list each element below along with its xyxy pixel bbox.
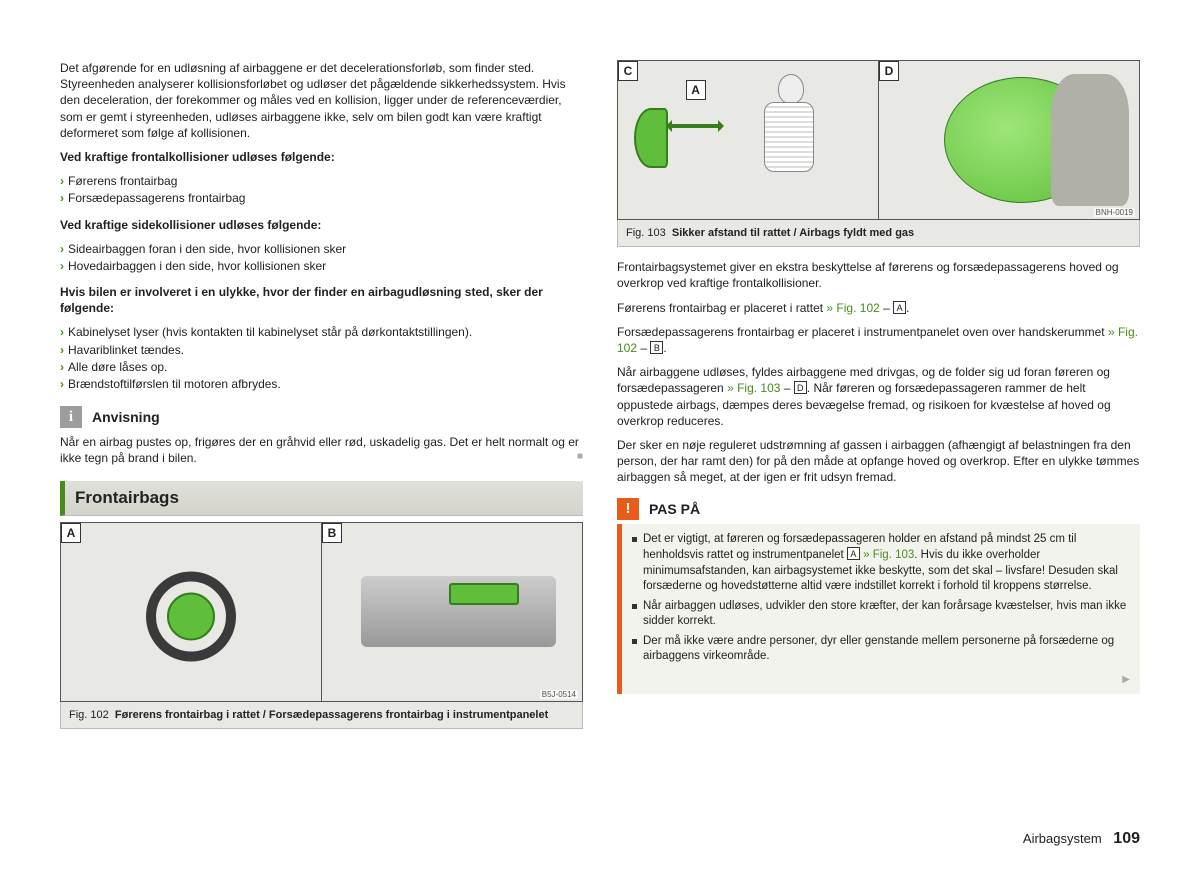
note-title: Anvisning (92, 409, 160, 425)
panel-label: C (618, 61, 638, 81)
panel-label: D (879, 61, 899, 81)
inline-ref-box: B (650, 341, 663, 354)
list-item: ›Havariblinket tændes. (60, 342, 583, 358)
bullet-icon (632, 604, 637, 609)
dimension-label: A (686, 80, 706, 100)
left-column: Det afgørende for en udløsning af airbag… (60, 60, 583, 729)
list-side: ›Sideairbaggen foran i den side, hvor ko… (60, 241, 583, 274)
section-end-icon: ■ (577, 450, 583, 464)
note-text: Når en airbag pustes op, frigøres der en… (60, 434, 583, 466)
figure-103: C A D BNH-0019 (617, 60, 1140, 220)
figure-102-panel-b: B B5J-0514 (322, 523, 582, 701)
chevron-icon: › (60, 241, 64, 257)
list-item: ›Førerens frontairbag (60, 173, 583, 189)
section-title: Frontairbags (60, 481, 583, 516)
note-header: i Anvisning (60, 406, 583, 428)
paragraph: Der sker en nøje reguleret udstrømning a… (617, 437, 1140, 486)
warning-title: PAS PÅ (649, 501, 700, 517)
warning-item: Det er vigtigt, at føreren og forsædepas… (632, 532, 1130, 595)
warning-header: ! PAS PÅ (617, 498, 1140, 520)
list-item: ›Kabinelyset lyser (hvis kontakten til k… (60, 324, 583, 340)
figure-103-panel-c: C A (618, 61, 879, 219)
list-item: ›Forsædepassagerens frontairbag (60, 190, 583, 206)
figure-102-caption: Fig. 102 Førerens frontairbag i rattet /… (60, 702, 583, 729)
paragraph: Førerens frontairbag er placeret i ratte… (617, 300, 1140, 316)
info-icon: i (60, 406, 82, 428)
skeleton-illustration (743, 74, 860, 208)
figure-103-caption: Fig. 103 Sikker afstand til rattet / Air… (617, 220, 1140, 247)
figure-link[interactable]: » Fig. 103 (860, 549, 914, 561)
intro-paragraph: Det afgørende for en udløsning af airbag… (60, 60, 583, 141)
chevron-icon: › (60, 359, 64, 375)
paragraph: Når airbaggene udløses, fyldes airbaggen… (617, 364, 1140, 429)
page-footer: Airbagsystem 109 (1023, 830, 1140, 848)
list-item: ›Sideairbaggen foran i den side, hvor ko… (60, 241, 583, 257)
list-frontal: ›Førerens frontairbag ›Forsædepassageren… (60, 173, 583, 206)
warning-item: Når airbaggen udløses, udvikler den stor… (632, 599, 1130, 630)
heading-side: Ved kraftige sidekollisioner udløses føl… (60, 217, 583, 233)
heading-accident: Hvis bilen er involveret i en ulykke, hv… (60, 284, 583, 316)
paragraph: Frontairbagsystemet giver en ekstra besk… (617, 259, 1140, 291)
panel-label: B (322, 523, 342, 543)
figure-ref-code: BNH-0019 (1094, 208, 1135, 217)
arrow-icon (670, 124, 720, 128)
inline-ref-box: A (847, 547, 860, 560)
figure-102: A B B5J-0514 (60, 522, 583, 702)
chevron-icon: › (60, 173, 64, 189)
paragraph: Forsædepassagerens frontairbag er placer… (617, 324, 1140, 356)
steering-wheel-illustration (146, 571, 236, 661)
list-item: ›Brændstoftilførslen til motoren afbryde… (60, 376, 583, 392)
list-item: ›Hovedairbaggen i den side, hvor kollisi… (60, 258, 583, 274)
bullet-icon (632, 537, 637, 542)
panel-label: A (61, 523, 81, 543)
inline-ref-box: A (893, 301, 906, 314)
inline-ref-box: D (794, 381, 807, 394)
passenger-illustration (1051, 74, 1129, 207)
chevron-icon: › (60, 376, 64, 392)
bullet-icon (632, 639, 637, 644)
list-accident: ›Kabinelyset lyser (hvis kontakten til k… (60, 324, 583, 392)
figure-link[interactable]: » Fig. 102 (826, 301, 879, 315)
page-number: 109 (1113, 830, 1140, 847)
continue-icon: ▶ (1122, 673, 1130, 687)
figure-103-panel-d: D BNH-0019 (879, 61, 1139, 219)
figure-ref-code: B5J-0514 (540, 690, 578, 699)
chevron-icon: › (60, 190, 64, 206)
dashboard-illustration (361, 576, 556, 647)
warning-icon: ! (617, 498, 639, 520)
wheel-side-illustration (634, 108, 668, 168)
warning-item: Der må ikke være andre personer, dyr ell… (632, 634, 1130, 665)
figure-link[interactable]: » Fig. 103 (727, 381, 780, 395)
figure-102-panel-a: A (61, 523, 322, 701)
heading-frontal: Ved kraftige frontalkollisioner udløses … (60, 149, 583, 165)
chevron-icon: › (60, 342, 64, 358)
footer-section: Airbagsystem (1023, 831, 1102, 846)
chevron-icon: › (60, 324, 64, 340)
list-item: ›Alle døre låses op. (60, 359, 583, 375)
right-column: C A D BNH-0019 Fig. 103 Sikker afstand t… (617, 60, 1140, 729)
warning-body: Det er vigtigt, at føreren og forsædepas… (617, 524, 1140, 695)
chevron-icon: › (60, 258, 64, 274)
